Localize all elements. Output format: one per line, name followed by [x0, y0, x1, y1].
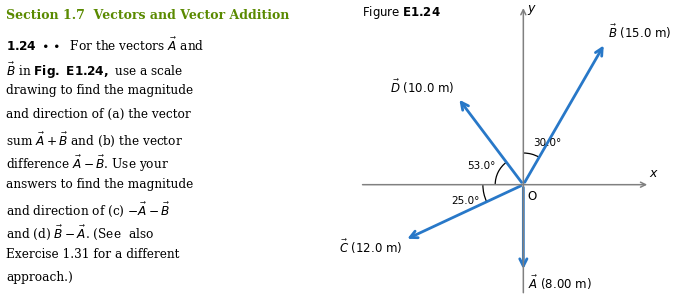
Text: sum $\vec{A}+\vec{B}$ and (b) the vector: sum $\vec{A}+\vec{B}$ and (b) the vector: [6, 131, 183, 149]
Text: and direction of (a) the vector: and direction of (a) the vector: [6, 108, 191, 120]
Text: $\vec{B}$ in $\mathbf{Fig.\ E1.24,}$ use a scale: $\vec{B}$ in $\mathbf{Fig.\ E1.24,}$ use…: [6, 61, 183, 81]
Text: y: y: [528, 2, 535, 15]
Text: drawing to find the magnitude: drawing to find the magnitude: [6, 84, 193, 97]
Text: Exercise 1.31 for a different: Exercise 1.31 for a different: [6, 248, 180, 260]
Text: and (d) $\vec{B}-\vec{A}$. (See  also: and (d) $\vec{B}-\vec{A}$. (See also: [6, 224, 154, 242]
Text: and direction of (c) $-\vec{A}-\vec{B}$: and direction of (c) $-\vec{A}-\vec{B}$: [6, 201, 171, 219]
Text: approach.): approach.): [6, 271, 73, 284]
Text: x: x: [650, 167, 657, 180]
Text: $\vec{B}$ (15.0 m): $\vec{B}$ (15.0 m): [608, 23, 671, 41]
Text: difference $\vec{A}-\vec{B}$. Use your: difference $\vec{A}-\vec{B}$. Use your: [6, 154, 169, 174]
Text: 53.0°: 53.0°: [467, 161, 496, 171]
Text: $\mathbf{1.24}\ \bullet\!\bullet\ $ For the vectors $\vec{A}$ and: $\mathbf{1.24}\ \bullet\!\bullet\ $ For …: [6, 37, 204, 54]
Text: O: O: [528, 190, 537, 203]
Text: 30.0°: 30.0°: [533, 138, 561, 148]
Text: 25.0°: 25.0°: [451, 196, 480, 206]
Text: Section 1.7  Vectors and Vector Addition: Section 1.7 Vectors and Vector Addition: [6, 9, 290, 22]
Text: $\vec{C}$ (12.0 m): $\vec{C}$ (12.0 m): [339, 238, 402, 256]
Text: Figure $\mathbf{E1.24}$: Figure $\mathbf{E1.24}$: [361, 4, 440, 21]
Text: $\vec{D}$ (10.0 m): $\vec{D}$ (10.0 m): [390, 78, 454, 96]
Text: answers to find the magnitude: answers to find the magnitude: [6, 178, 193, 190]
Text: $\vec{A}$ (8.00 m): $\vec{A}$ (8.00 m): [528, 274, 591, 292]
